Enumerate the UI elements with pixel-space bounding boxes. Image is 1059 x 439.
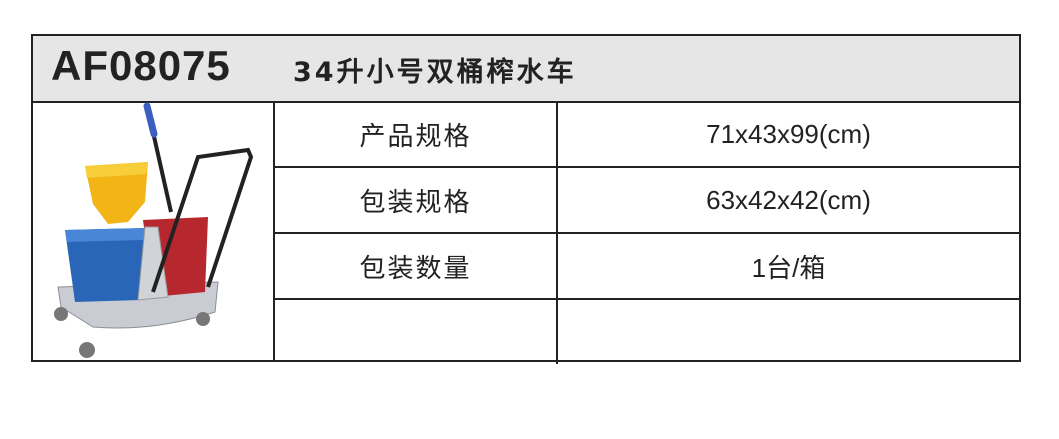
spec-value — [558, 300, 1019, 364]
spec-label — [275, 300, 558, 364]
spec-row-package-quantity: 包装数量 1台/箱 — [275, 234, 1019, 300]
spec-row-empty — [275, 300, 1019, 364]
spec-label: 产品规格 — [275, 102, 558, 166]
spec-label: 包装数量 — [275, 234, 558, 298]
table-header: AF08075 34升小号双桶榨水车 — [33, 36, 1019, 103]
spec-value: 63x42x42(cm) — [706, 184, 871, 215]
spec-row-product-size: 产品规格 71x43x99(cm) — [275, 102, 1019, 168]
spec-value: 1台/箱 — [751, 252, 826, 283]
spec-value: 71x43x99(cm) — [706, 118, 871, 149]
spec-label: 包装规格 — [275, 168, 558, 232]
product-code: AF08075 — [51, 42, 231, 89]
product-image — [33, 102, 275, 360]
mop-bucket-trolley-image — [54, 102, 254, 358]
product-name: 34升小号双桶榨水车 — [293, 57, 577, 88]
spec-row-package-size: 包装规格 63x42x42(cm) — [275, 168, 1019, 234]
product-spec-table: AF08075 34升小号双桶榨水车 — [31, 34, 1021, 364]
